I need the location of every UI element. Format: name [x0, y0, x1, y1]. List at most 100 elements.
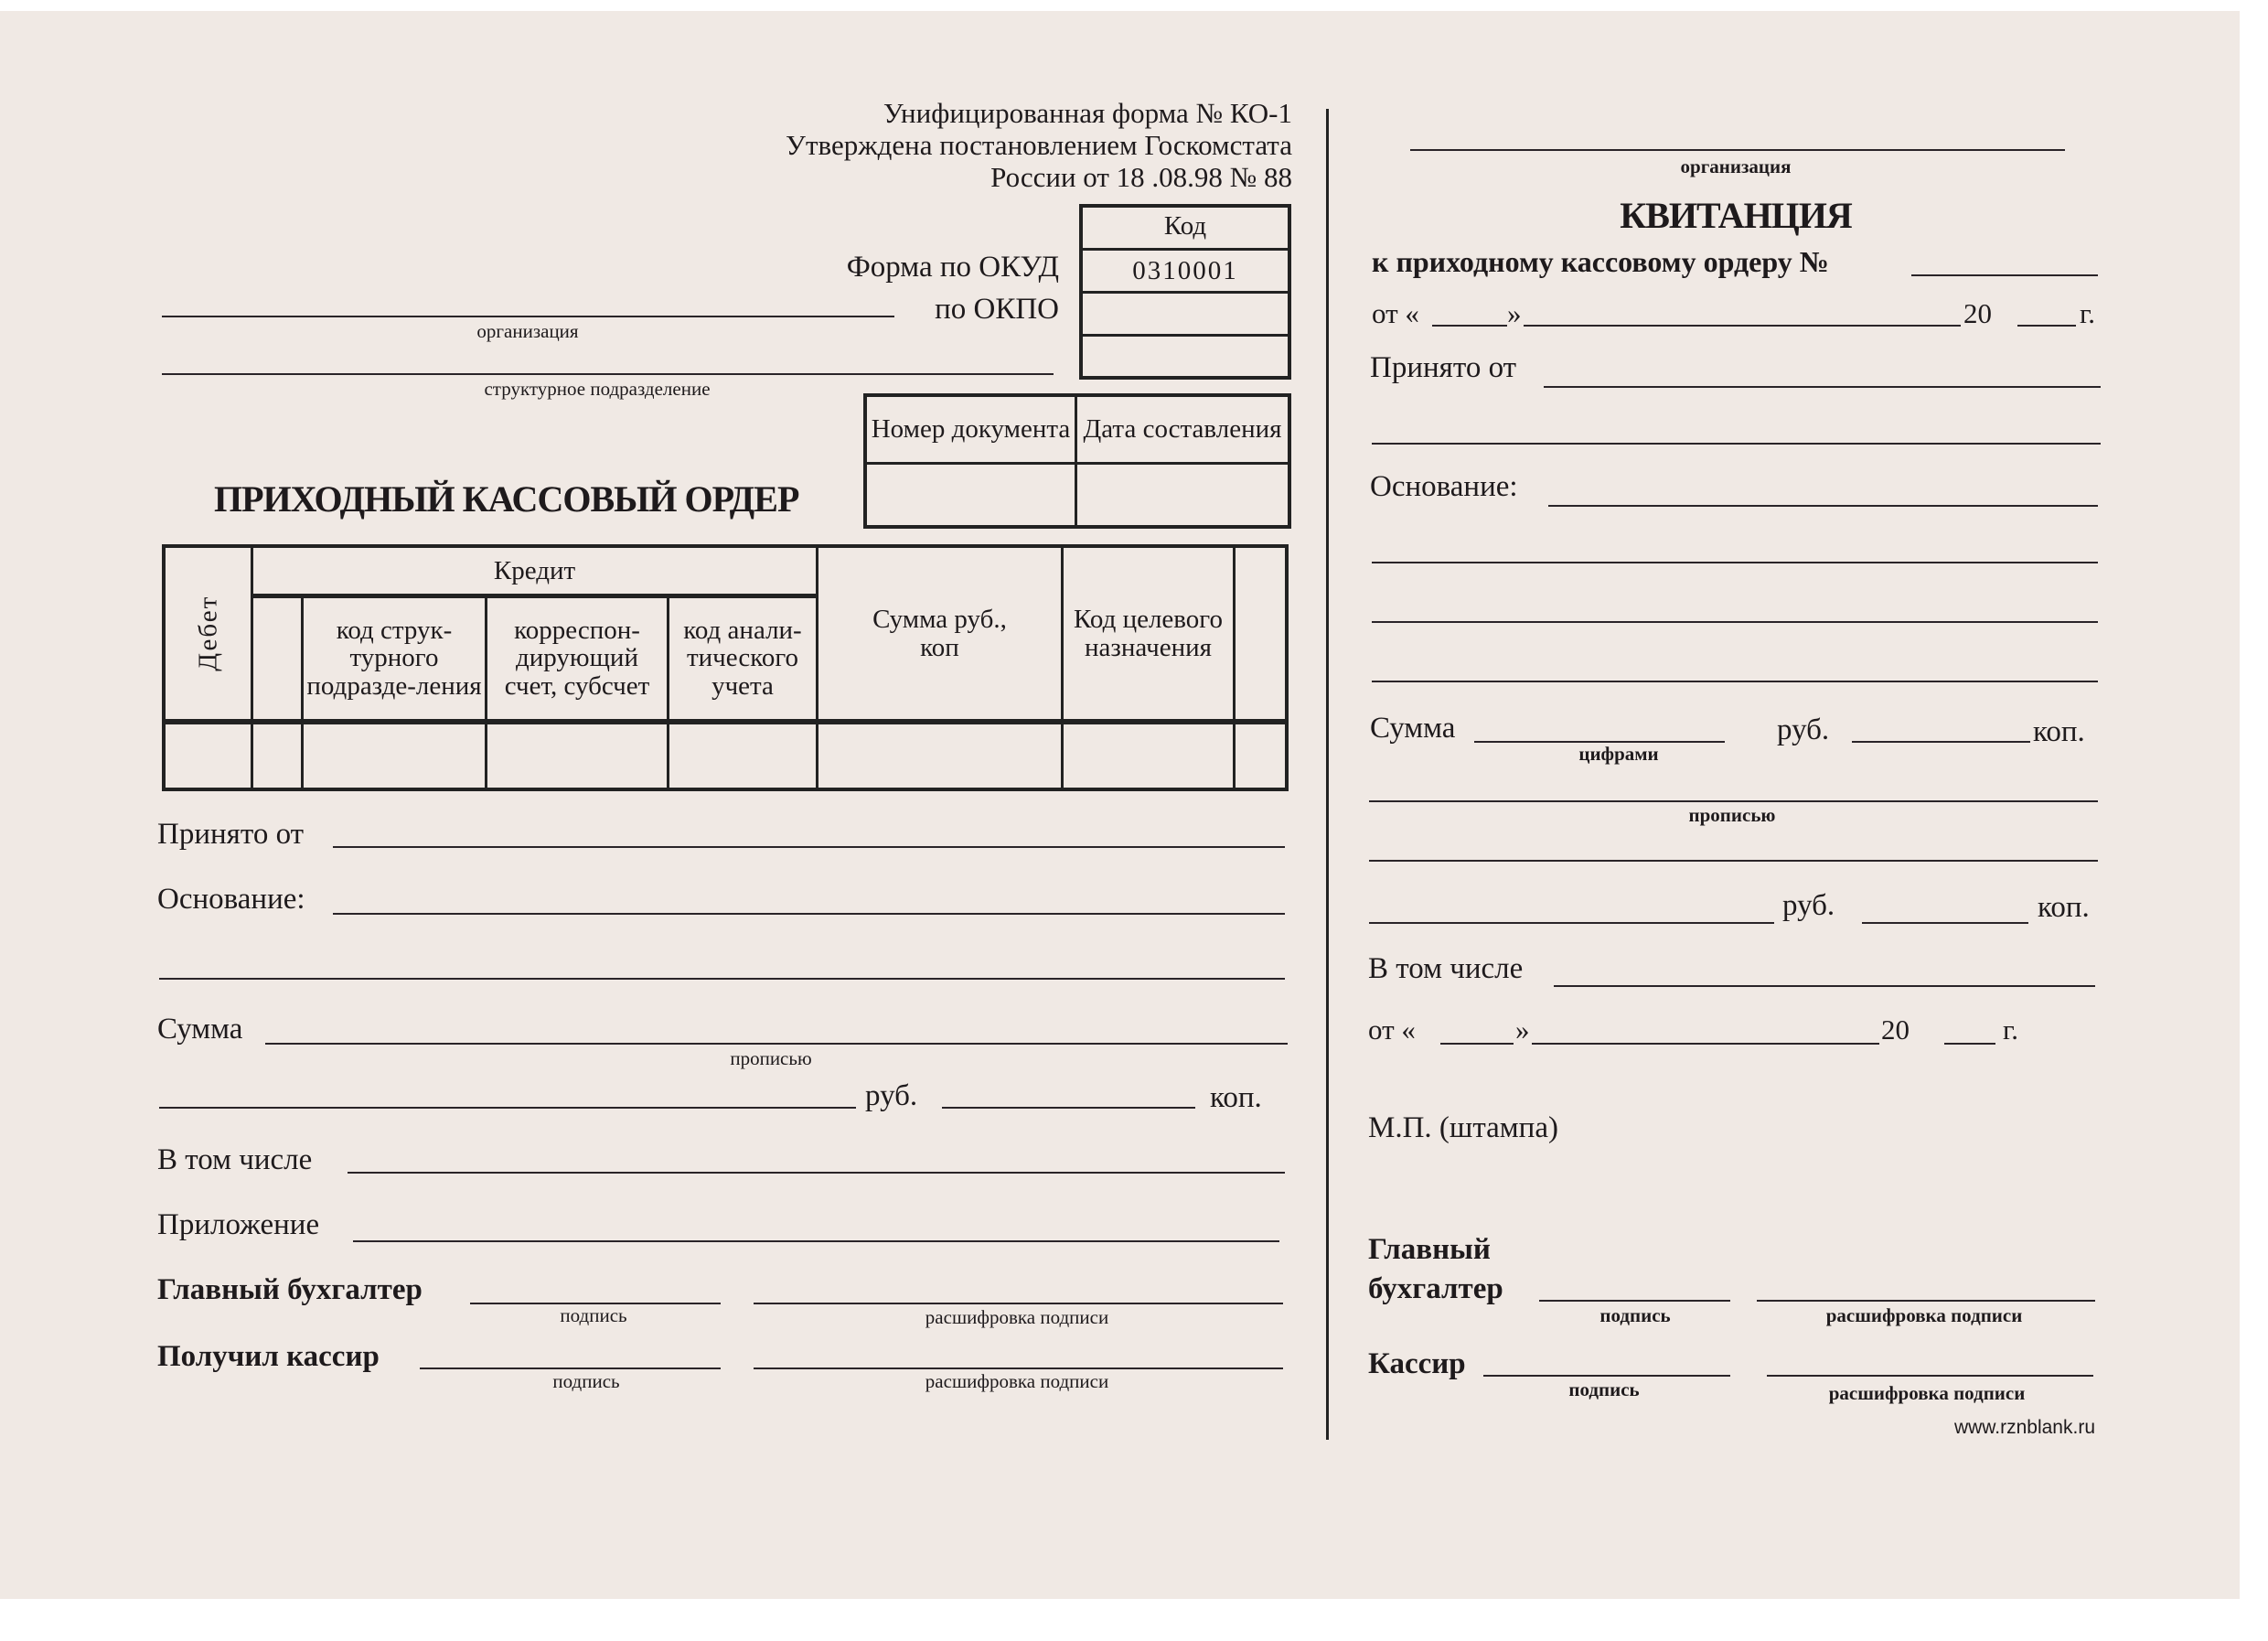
chief-signature-field[interactable]: [470, 1303, 721, 1304]
form-code-line: Унифицированная форма № КО-1: [883, 97, 1292, 129]
date-close: »: [1507, 297, 1522, 329]
divider: [251, 594, 816, 598]
year-field-2[interactable]: [1944, 1043, 1995, 1045]
receipt-title: КВИТАНЦИЯ: [1620, 195, 1853, 236]
subdivision-label: структурное подразделение: [484, 378, 711, 400]
signature-decoding-label: расшифровка подписи: [925, 1306, 1109, 1328]
tear-line: [1326, 109, 1329, 1440]
receipt-kop-field-2[interactable]: [1862, 922, 2028, 924]
date-input[interactable]: [1077, 466, 1288, 524]
okpo-label: по ОКПО: [935, 293, 1059, 326]
chief-signature-decoding-field[interactable]: [754, 1303, 1283, 1304]
receipt-chief-label-1: Главный: [1368, 1233, 1491, 1266]
receipt-sum-digits-field[interactable]: [1474, 741, 1725, 743]
receipt-cashier-signature-field[interactable]: [1483, 1375, 1730, 1377]
cashier-signature-field[interactable]: [420, 1368, 721, 1369]
sum-header: Сумма руб., коп: [872, 605, 1007, 662]
divider: [485, 595, 487, 791]
receipt-rub-label-2: руб.: [1782, 889, 1835, 922]
day-field[interactable]: [1432, 325, 1507, 327]
receipt-signature-label: подпись: [1599, 1304, 1671, 1326]
receipt-basis-field-3[interactable]: [1372, 621, 2098, 623]
divider: [1075, 393, 1077, 529]
year-prefix: 20: [1963, 297, 1992, 329]
receipt-sum-words-field[interactable]: [1369, 800, 2098, 802]
including-label: В том числе: [157, 1143, 313, 1176]
receipt-sum-words-field-2[interactable]: [1369, 860, 2098, 862]
credit-header: Кредит: [493, 555, 576, 585]
day-field-2[interactable]: [1440, 1043, 1514, 1045]
subdivision-field[interactable]: [162, 373, 1054, 375]
okud-value[interactable]: 0310001: [1132, 256, 1238, 285]
month-field[interactable]: [1524, 325, 1961, 327]
receipt-cashier-decoding-field[interactable]: [1767, 1375, 2093, 1377]
date-prefix-2: от «: [1368, 1014, 1416, 1046]
attachment-field[interactable]: [353, 1240, 1279, 1242]
receipt-basis-field-2[interactable]: [1372, 562, 2098, 563]
year-suffix-2: г.: [2003, 1014, 2018, 1046]
receipt-signature-decoding-label: расшифровка подписи: [1825, 1304, 2023, 1326]
kop-field[interactable]: [942, 1107, 1195, 1109]
receipt-received-from-field-2[interactable]: [1372, 443, 2101, 445]
signature-decoding-label: расшифровка подписи: [925, 1370, 1109, 1392]
digits-label: цифрами: [1578, 743, 1659, 765]
divider: [301, 595, 304, 791]
sum-words-field[interactable]: [265, 1043, 1288, 1045]
receipt-order-number-field[interactable]: [1911, 274, 2098, 276]
basis-label: Основание:: [157, 883, 305, 916]
month-field-2[interactable]: [1532, 1043, 1879, 1045]
organization-label: организация: [476, 320, 579, 342]
receipt-signature-decoding-label: расшифровка подписи: [1828, 1382, 2026, 1404]
divider: [863, 462, 1291, 465]
year-field[interactable]: [2017, 325, 2076, 327]
receipt-including-label: В том числе: [1368, 952, 1524, 985]
document-number-date-box: [863, 393, 1291, 529]
received-from-label: Принято от: [157, 818, 305, 851]
receipt-chief-signature-field[interactable]: [1539, 1300, 1730, 1302]
receipt-kop-field[interactable]: [1852, 741, 2030, 743]
debit-label: Дебет: [193, 595, 223, 671]
receipt-signature-label: подпись: [1568, 1378, 1640, 1400]
including-field[interactable]: [348, 1172, 1285, 1174]
approval-line: Утверждена постановлением Госкомстата: [786, 129, 1292, 161]
page-title: ПРИХОДНЫЙ КАССОВЫЙ ОРДЕР: [214, 478, 799, 520]
receipt-including-field[interactable]: [1554, 985, 2095, 987]
analytical-code-header: код анали-тического учета: [683, 615, 802, 701]
divider: [1079, 334, 1291, 337]
divider: [162, 719, 1289, 724]
divider: [1079, 291, 1291, 294]
receipt-organization-label: организация: [1680, 156, 1792, 177]
receipt-kop-label: коп.: [2033, 715, 2085, 748]
receipt-sum-label: Сумма: [1370, 712, 1456, 745]
signature-label: подпись: [560, 1304, 627, 1326]
receipt-received-from-field[interactable]: [1544, 386, 2101, 388]
receipt-in-words-label: прописью: [1688, 804, 1776, 826]
target-code-header: Код целевого назначения: [1074, 605, 1223, 662]
receipt-basis-label: Основание:: [1370, 470, 1518, 503]
receipt-chief-label-2: бухгалтер: [1368, 1272, 1503, 1305]
receipt-basis-field-4[interactable]: [1372, 681, 2098, 682]
receipt-organization-field[interactable]: [1410, 149, 2065, 151]
corresponding-account-header: корреспон-дирующий счет, субсчет: [504, 615, 650, 701]
date-header: Дата составления: [1083, 414, 1282, 445]
receipt-rub-words-field[interactable]: [1369, 922, 1774, 924]
table-row[interactable]: [166, 724, 1285, 787]
code-header: Код: [1163, 211, 1207, 241]
document-number-input[interactable]: [867, 466, 1073, 524]
received-from-field[interactable]: [333, 846, 1285, 848]
receipt-kop-label-2: коп.: [2038, 891, 2090, 924]
debit-header: Дебет: [166, 548, 251, 719]
receipt-basis-field[interactable]: [1548, 505, 2098, 507]
divider: [667, 595, 669, 791]
okud-label: Форма по ОКУД: [846, 251, 1059, 284]
rub-field[interactable]: [159, 1107, 856, 1109]
receipt-chief-decoding-field[interactable]: [1757, 1300, 2095, 1302]
cashier-signature-decoding-field[interactable]: [754, 1368, 1283, 1369]
divider: [251, 544, 253, 791]
basis-field[interactable]: [333, 913, 1285, 915]
form-sheet: [0, 11, 2240, 1599]
approval-date-line: России от 18 .08.98 № 88: [990, 161, 1292, 193]
kop-label: коп.: [1210, 1081, 1262, 1114]
basis-field-2[interactable]: [159, 978, 1285, 980]
organization-field[interactable]: [162, 316, 894, 317]
